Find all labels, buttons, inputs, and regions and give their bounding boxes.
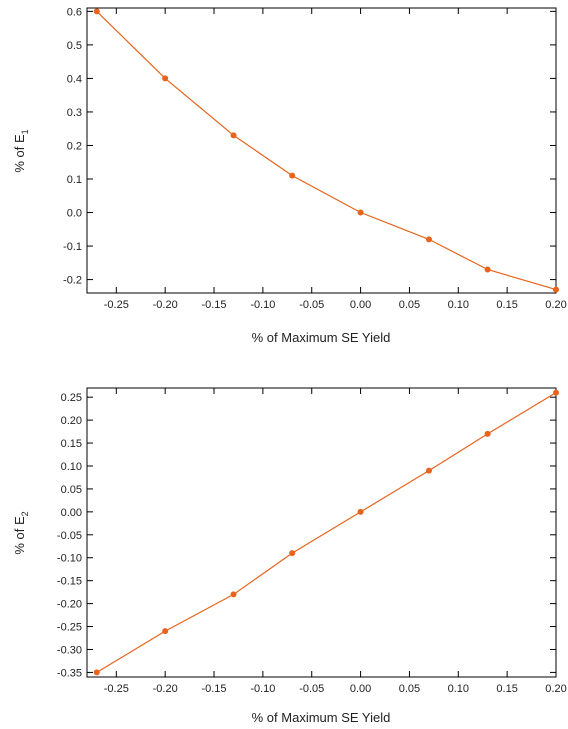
y-tick-label: -0.10 <box>57 553 82 565</box>
series-lines <box>96 392 557 673</box>
data-point <box>230 591 237 598</box>
x-tick-labels: -0.25 -0.20 -0.15 -0.10 -0.05 0.00 0.05 0.10 0.1… <box>104 299 567 311</box>
x-tick-label: 0.10 <box>448 683 469 695</box>
y-tick-label: 0.1 <box>67 174 82 186</box>
x-tick-label: 0.05 <box>399 683 420 695</box>
series-lines <box>96 10 557 291</box>
y-tick-label: 0.25 <box>61 392 82 404</box>
y-axis-label-prefix: % of E <box>12 516 27 555</box>
y-tick-label: 0.15 <box>61 438 82 450</box>
series-line <box>96 392 557 673</box>
y-tick-label: -0.25 <box>57 622 82 634</box>
x-tick-label: 0.15 <box>496 683 517 695</box>
data-point <box>425 467 432 474</box>
series-line <box>96 10 557 291</box>
y-axis-label-subscript: 2 <box>20 511 30 516</box>
x-tick-label: -0.15 <box>201 683 226 695</box>
x-tick-label: 0.00 <box>350 683 371 695</box>
y-tick-label: -0.2 <box>63 275 82 287</box>
y-tick-label: 0.05 <box>61 484 82 496</box>
x-tick-label: -0.25 <box>104 683 129 695</box>
x-tick-label: -0.25 <box>104 299 129 311</box>
y-tick-label: 0.10 <box>61 461 82 473</box>
y-tick-label: 0.4 <box>67 73 82 85</box>
x-tick-labels: -0.25 -0.20 -0.15 -0.10 -0.05 0.00 0.05 0.10 0.1… <box>104 683 567 695</box>
y-tick-label: 0.6 <box>67 6 82 18</box>
x-tick-label: -0.05 <box>299 683 324 695</box>
y-axis-label-prefix: % of E <box>12 134 27 173</box>
y-tick-label: 0.5 <box>67 40 82 52</box>
data-point <box>289 172 296 179</box>
x-tick-label: -0.20 <box>153 683 178 695</box>
y-tick-label: -0.30 <box>57 644 82 656</box>
x-tick-label: -0.05 <box>299 299 324 311</box>
x-tick-label: -0.20 <box>153 299 178 311</box>
y-tick-label: -0.20 <box>57 599 82 611</box>
y-tick-label: -0.15 <box>57 576 82 588</box>
x-axis-label: % of Maximum SE Yield <box>252 330 391 345</box>
y-tick-label: 0.3 <box>67 107 82 119</box>
x-tick-label: 0.15 <box>496 299 517 311</box>
y-tick-label: 0.20 <box>61 415 82 427</box>
data-point <box>162 628 169 635</box>
chart-e1: -0.25 -0.20 -0.15 -0.10 -0.05 0.00 0.05 0.10 0.1… <box>12 6 567 345</box>
x-tick-label: 0.00 <box>350 299 371 311</box>
x-tick-label: 0.05 <box>399 299 420 311</box>
data-point <box>93 669 100 676</box>
y-tick-label: 0.2 <box>67 140 82 152</box>
series-points <box>93 8 559 293</box>
data-point <box>425 236 432 243</box>
series-points <box>93 389 559 676</box>
data-point <box>162 75 169 82</box>
y-tick-label: 0.0 <box>67 208 82 220</box>
data-point <box>553 389 559 396</box>
plot-frame <box>86 7 557 294</box>
y-tick-label: 0.00 <box>61 507 82 519</box>
data-point <box>230 132 237 139</box>
x-axis-label: % of Maximum SE Yield <box>252 710 391 725</box>
chart-e2: -0.25 -0.20 -0.15 -0.10 -0.05 0.00 0.05 0.10 0.1… <box>12 387 567 725</box>
x-tick-label: 0.20 <box>545 683 566 695</box>
y-axis-label-subscript: 1 <box>20 129 30 134</box>
data-point <box>357 508 364 515</box>
y-tick-label: -0.1 <box>63 241 82 253</box>
data-point <box>484 266 491 273</box>
y-tick-label: -0.05 <box>57 530 82 542</box>
data-point <box>93 8 100 15</box>
x-tick-label: 0.20 <box>545 299 566 311</box>
tick-marks <box>87 388 557 677</box>
y-axis-label: % of E2 <box>12 511 30 554</box>
x-tick-label: 0.10 <box>448 299 469 311</box>
data-point <box>289 550 296 557</box>
y-tick-labels: -0.35 -0.30 -0.25 -0.20 -0.15 -0.10 -0.05 0.00 0… <box>57 392 82 679</box>
plot-frame <box>86 387 557 678</box>
x-tick-label: -0.10 <box>250 299 275 311</box>
x-tick-label: -0.15 <box>201 299 226 311</box>
data-point <box>553 286 559 293</box>
y-tick-label: -0.35 <box>57 667 82 679</box>
data-point <box>484 430 491 437</box>
tick-marks <box>87 8 557 293</box>
x-tick-label: -0.10 <box>250 683 275 695</box>
data-point <box>357 209 364 216</box>
y-tick-labels: -0.2 -0.1 0.0 0.1 0.2 0.3 0.4 0.5 0.6 <box>63 6 82 286</box>
y-axis-label: % of E1 <box>12 129 30 172</box>
